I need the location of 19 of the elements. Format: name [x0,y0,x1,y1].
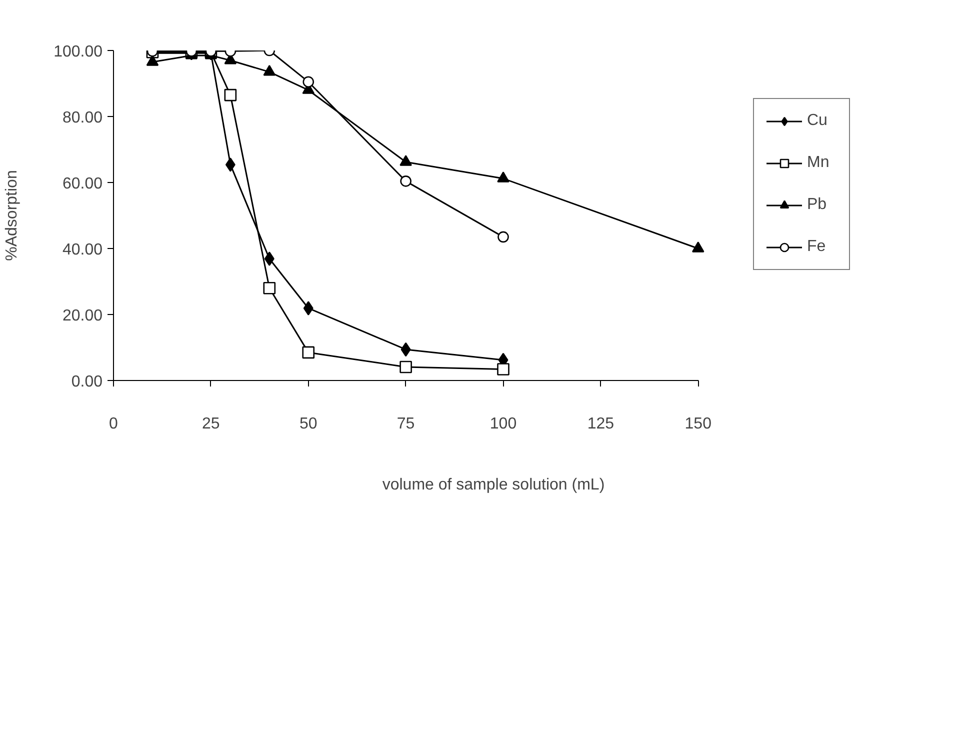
y-tick-label: 40.00 [62,242,103,258]
x-tick-label: 75 [396,416,415,432]
y-tick-label: 0.00 [71,374,103,390]
legend-label: Pb [807,196,828,214]
x-tick-label: 150 [684,416,712,432]
x-tick-label: 25 [202,416,220,432]
legend-label: Fe [807,238,827,256]
x-tick-label: 50 [299,416,318,432]
y-axis-title: %Adsorption [4,170,21,261]
legend-label: Cu [807,112,828,130]
x-tick-label: 0 [109,416,118,432]
x-tick-label: 125 [587,416,614,432]
y-tick-label: 20.00 [62,308,103,324]
x-tick-label: 100 [490,416,517,432]
y-tick-label: 60.00 [62,176,103,192]
legend-label: Mn [807,154,830,172]
y-tick-label: 80.00 [62,110,103,126]
y-tick-label: 100.00 [54,44,103,60]
x-axis-title: volume of sample solution (mL) [382,476,605,494]
